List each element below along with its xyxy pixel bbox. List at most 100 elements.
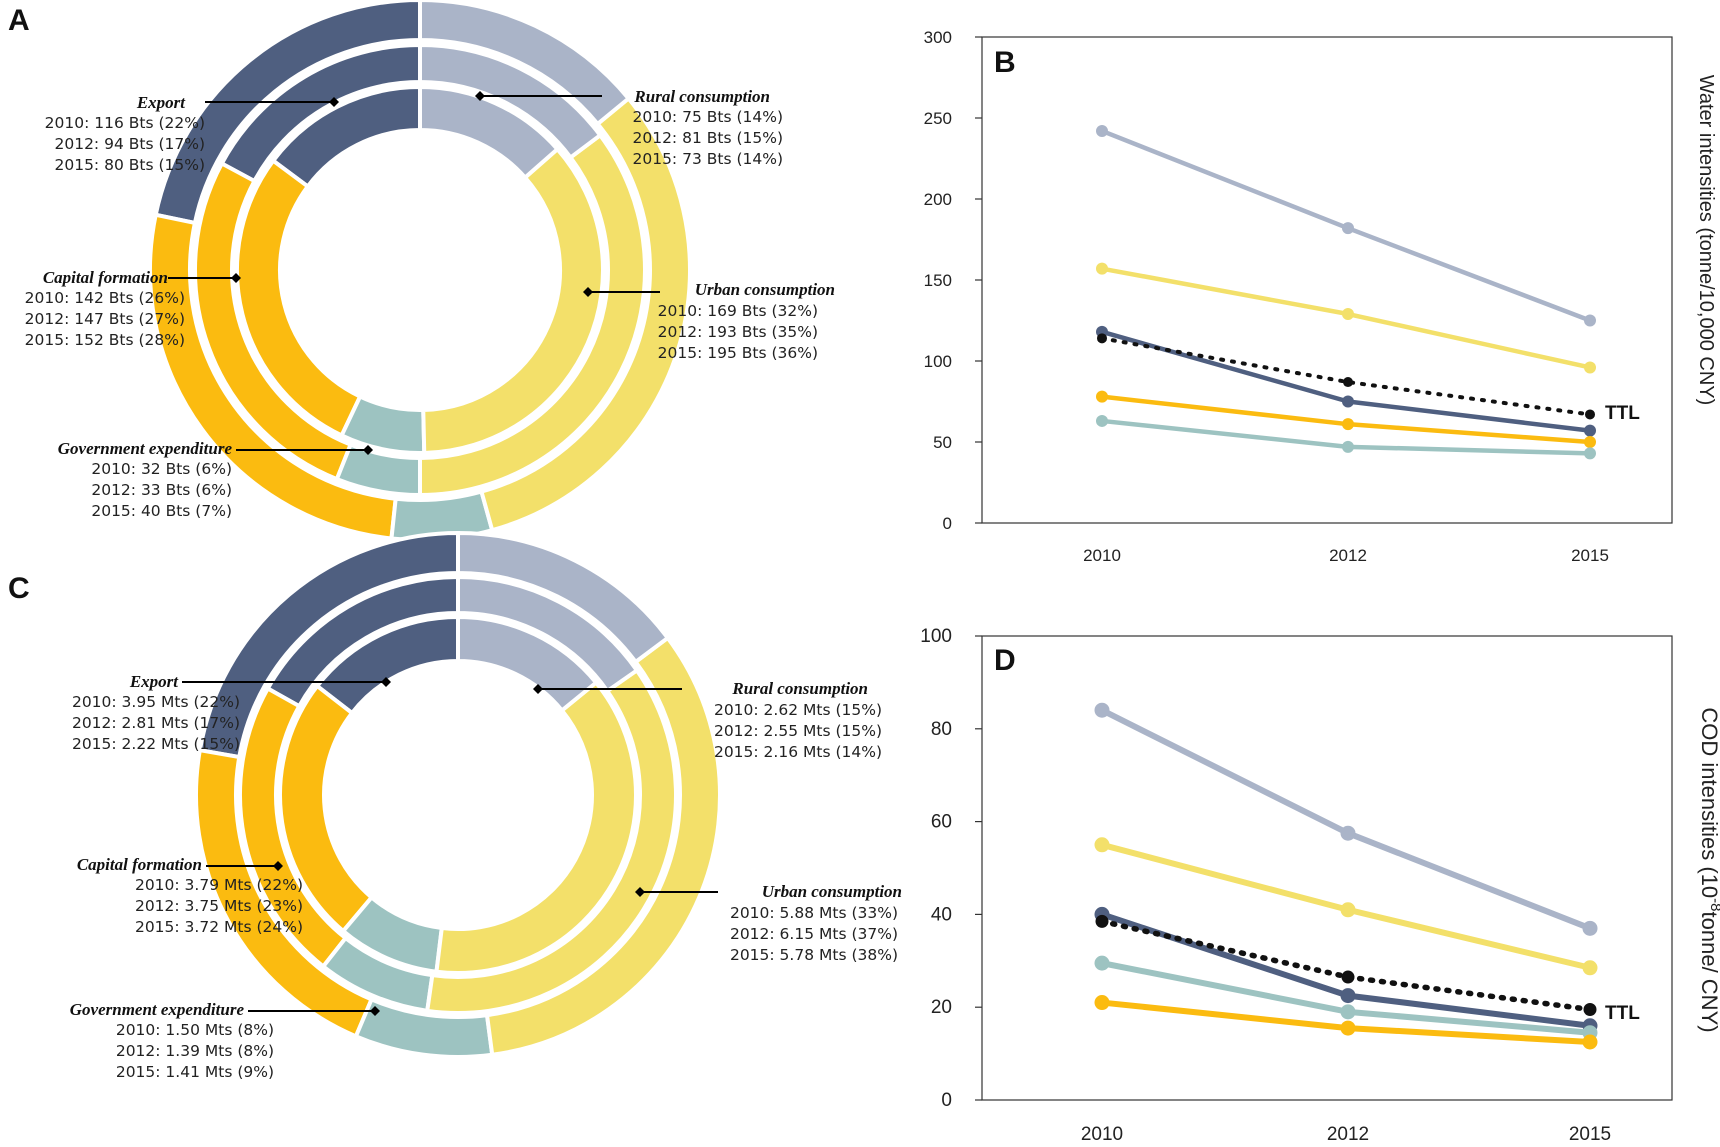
ring-2015-segment-government: [339, 393, 427, 455]
y-tick-label-0: 0: [943, 514, 952, 533]
ring-2010-segment-capital: [194, 747, 375, 1039]
series-point-capital-2012: [1340, 1020, 1356, 1036]
segment-value-rural-0: 2010: 2.62 Mts (15%): [714, 701, 882, 719]
y-tick-label-5: 250: [924, 109, 952, 128]
ring-2012-segment-rural: [418, 42, 603, 161]
segment-value-capital-1: 2012: 3.75 Mts (23%): [135, 897, 303, 915]
plot-frame: [981, 36, 1673, 524]
segment-name-capital: Capital formation: [77, 855, 202, 874]
y-tick-label-2: 40: [931, 904, 952, 925]
panel-letter-d: D: [994, 644, 1016, 677]
x-tick-label-2: 2015: [1571, 546, 1609, 565]
series-point-capital-2015: [1582, 1034, 1598, 1050]
series-point-export-2015: [1584, 424, 1596, 437]
ring-2010-segment-rural: [456, 530, 671, 665]
segment-value-government-1: 2012: 33 Bts (6%): [91, 481, 232, 499]
segment-name-capital: Capital formation: [43, 268, 168, 287]
segment-value-export-1: 2012: 94 Bts (17%): [54, 135, 205, 153]
segment-value-rural-0: 2010: 75 Bts (14%): [632, 108, 783, 126]
line-chart-d: 0 20 40 60 80 100 2010 2012 2015 COD intensities …: [920, 626, 1720, 1145]
x-tick-label-1: 2012: [1329, 546, 1367, 565]
ring-2012-segment-government: [334, 442, 422, 498]
segment-value-urban-1: 2012: 6.15 Mts (37%): [730, 925, 898, 943]
segment-value-capital-2: 2015: 152 Bts (28%): [25, 331, 185, 349]
y-axis-label: COD intensities (10-8tonne/ CNY): [1697, 707, 1720, 1032]
ring-2015-segment-rural: [456, 614, 599, 714]
panel-letter-a: A: [8, 4, 30, 37]
panel-letter-c: C: [8, 572, 30, 605]
y-tick-label-4: 200: [924, 190, 952, 209]
y-tick-label-3: 60: [931, 812, 952, 833]
y-tick-label-0: 0: [941, 1090, 952, 1111]
series-point-rural-2010: [1094, 702, 1110, 718]
segment-value-government-0: 2010: 32 Bts (6%): [91, 460, 232, 478]
series-point-rural-2012: [1340, 825, 1356, 841]
ring-2012-segment-urban: [418, 132, 647, 498]
series-point-urban-2012: [1342, 308, 1354, 321]
series-point-government-2012: [1342, 440, 1354, 453]
series-point-ttl-2012: [1341, 970, 1355, 984]
leader-marker-government: [370, 1006, 380, 1016]
y-tick-label-1: 50: [933, 433, 952, 452]
y-tick-label-6: 300: [924, 28, 952, 47]
series-label-ttl: TTL: [1605, 403, 1640, 424]
segment-value-capital-0: 2010: 142 Bts (26%): [25, 289, 185, 307]
segment-value-capital-1: 2012: 147 Bts (27%): [25, 310, 185, 328]
line-chart-b: 0 50 100 150 200 250 300 2010 2012 2015 Water inte…: [924, 28, 1717, 565]
ring-2012-segment-urban: [424, 667, 678, 1015]
series-point-urban-2012: [1340, 902, 1356, 918]
y-axis-label: Water intensities (tonne/10,000 CNY): [1695, 75, 1717, 406]
series-point-urban-2015: [1584, 361, 1596, 374]
y-tick-label-5: 100: [920, 626, 952, 647]
series-point-export-2012: [1340, 988, 1356, 1004]
segment-value-government-0: 2010: 1.50 Mts (8%): [116, 1021, 274, 1039]
segment-name-rural: Rural consumption: [633, 87, 770, 106]
segment-name-urban: Urban consumption: [695, 280, 835, 299]
x-tick-label-1: 2012: [1327, 1124, 1369, 1145]
segment-value-export-2: 2015: 2.22 Mts (15%): [72, 735, 240, 753]
ring-2015-segment-government: [340, 894, 445, 974]
series-point-urban-2010: [1096, 262, 1108, 275]
series-point-government-2010: [1094, 955, 1110, 971]
segment-value-rural-1: 2012: 81 Bts (15%): [632, 129, 783, 147]
segment-value-rural-1: 2012: 2.55 Mts (15%): [714, 722, 882, 740]
ring-2010-segment-government: [353, 996, 495, 1059]
leader-marker-export: [329, 97, 339, 107]
series-point-government-2010: [1096, 414, 1108, 427]
segment-value-capital-0: 2010: 3.79 Mts (22%): [135, 876, 303, 894]
segment-value-export-0: 2010: 3.95 Mts (22%): [72, 693, 240, 711]
segment-value-government-1: 2012: 1.39 Mts (8%): [116, 1042, 274, 1060]
segment-name-export: Export: [129, 672, 179, 691]
series-point-urban-2010: [1094, 837, 1110, 853]
ring-2010-segment-capital: [148, 212, 398, 541]
segment-value-government-2: 2015: 1.41 Mts (9%): [116, 1063, 274, 1081]
leader-marker-rural: [533, 684, 543, 694]
segment-value-urban-0: 2010: 169 Bts (32%): [658, 302, 818, 320]
series-point-urban-2015: [1582, 960, 1598, 976]
leader-marker-urban: [635, 887, 645, 897]
x-tick-label-2: 2015: [1569, 1124, 1611, 1145]
series-point-rural-2015: [1584, 314, 1596, 327]
series-point-government-2012: [1340, 1004, 1356, 1020]
series-point-rural-2012: [1342, 222, 1354, 235]
series-point-capital-2015: [1584, 436, 1596, 448]
series-point-ttl-2015: [1583, 1003, 1597, 1017]
donut-chart-c: Export 2010: 3.95 Mts (22%) 2012: 2.81 Mts…: [70, 530, 902, 1081]
ring-2015-segment-rural: [418, 84, 561, 181]
ring-2015-segment-urban: [434, 679, 638, 975]
panel-letter-b: B: [994, 46, 1016, 79]
y-tick-label-2: 100: [924, 352, 952, 371]
leader-marker-export: [381, 677, 391, 687]
ring-2012-segment-capital: [238, 685, 349, 970]
y-tick-label-4: 80: [931, 719, 952, 740]
leader-marker-capital: [231, 273, 241, 283]
segment-value-government-2: 2015: 40 Bts (7%): [91, 502, 232, 520]
series-point-ttl-2010: [1097, 333, 1107, 344]
segment-value-export-2: 2015: 80 Bts (15%): [54, 156, 205, 174]
x-tick-label-0: 2010: [1083, 546, 1121, 565]
segment-value-capital-2: 2015: 3.72 Mts (24%): [135, 918, 303, 936]
ring-2010-segment-export: [153, 0, 422, 226]
series-point-ttl-2010: [1095, 914, 1109, 928]
x-tick-label-0: 2010: [1081, 1124, 1123, 1145]
